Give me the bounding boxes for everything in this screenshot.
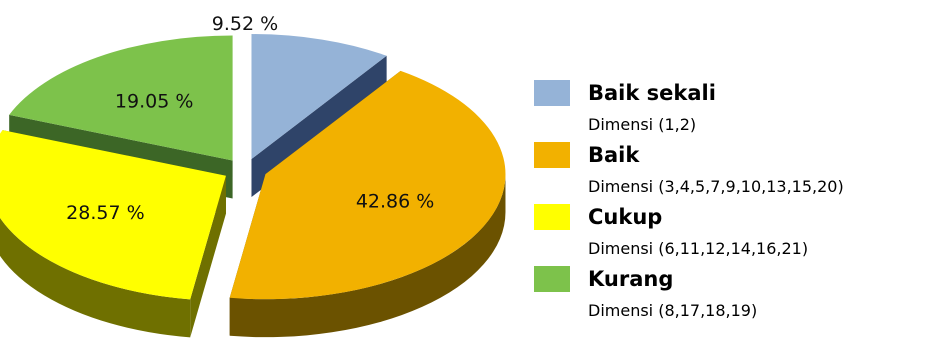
legend-item-baik: Baik Dimensi (3,4,5,7,9,10,13,15,20) [530,142,940,204]
legend-swatch-baik [534,142,570,168]
slice-top-baik-sekali [251,34,387,160]
slice-top-baik [229,70,506,300]
slice-side-cukup-0 [190,175,226,338]
data-label-kurang: 19.05 % [115,91,194,113]
slice-top-kurang [9,35,233,161]
legend: Baik sekali Dimensi (1,2) Baik Dimensi (… [530,80,940,328]
legend-item-cukup: Cukup Dimensi (6,11,12,14,16,21) [530,204,940,266]
legend-swatch-cukup [534,204,570,230]
data-label-cukup: 28.57 % [66,202,145,224]
legend-item-kurang: Kurang Dimensi (8,17,18,19) [530,266,940,328]
slice-rim-baik [229,174,506,338]
slice-rim-cukup [0,217,191,338]
data-label-baik-sekali: 9.52 % [212,13,278,35]
slice-top-cukup [0,130,226,300]
slice-cukup [0,130,226,338]
legend-swatch-kurang [534,266,570,292]
data-label-baik: 42.86 % [356,191,435,213]
legend-label-cukup: Cukup [588,205,663,229]
legend-swatch-baik-sekali [534,80,570,106]
pie-chart: 9.52 % 42.86 % 28.57 % 19.05 % [0,13,506,338]
legend-desc-baik-sekali: Dimensi (1,2) [588,115,697,134]
slice-baik [229,70,506,338]
legend-desc-baik: Dimensi (3,4,5,7,9,10,13,15,20) [588,177,844,196]
legend-desc-cukup: Dimensi (6,11,12,14,16,21) [588,239,809,258]
legend-desc-kurang: Dimensi (8,17,18,19) [588,301,758,320]
legend-label-kurang: Kurang [588,267,674,291]
legend-label-baik-sekali: Baik sekali [588,81,716,105]
legend-label-baik: Baik [588,143,640,167]
legend-item-baik-sekali: Baik sekali Dimensi (1,2) [530,80,940,142]
